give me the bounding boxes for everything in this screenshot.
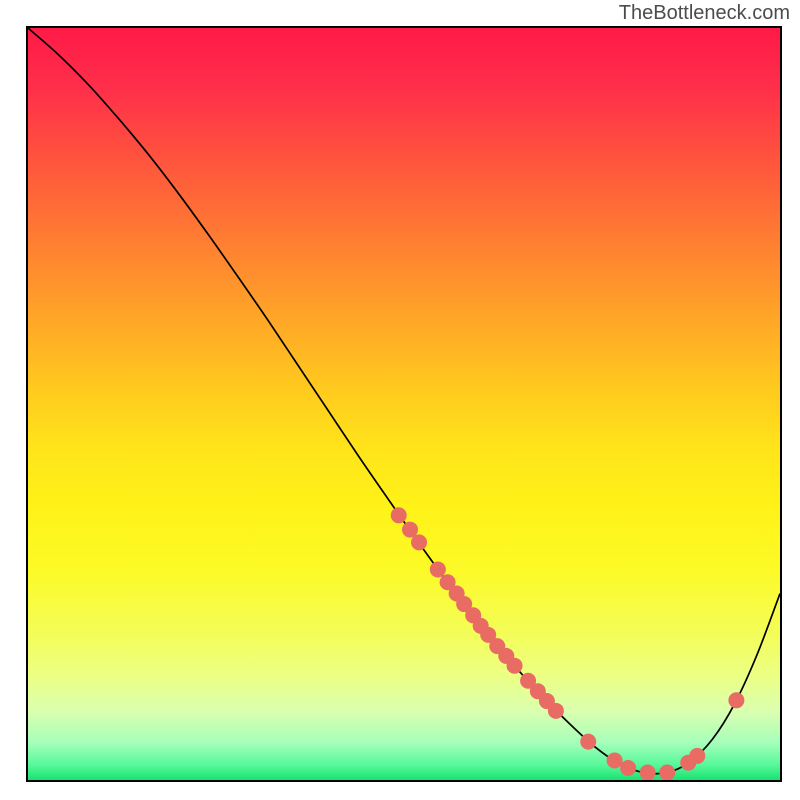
data-point [580, 734, 596, 750]
data-point [640, 764, 656, 780]
gradient-background [28, 28, 780, 780]
data-point [430, 561, 446, 577]
data-point [620, 760, 636, 776]
plot-svg [0, 0, 800, 800]
data-point [607, 752, 623, 768]
data-point [411, 534, 427, 550]
data-point [728, 692, 744, 708]
data-point [689, 748, 705, 764]
watermark-text: TheBottleneck.com [619, 2, 790, 25]
chart-root: TheBottleneck.com [0, 0, 800, 800]
data-point [548, 703, 564, 719]
data-point [391, 507, 407, 523]
data-point [507, 658, 523, 674]
data-point [659, 764, 675, 780]
